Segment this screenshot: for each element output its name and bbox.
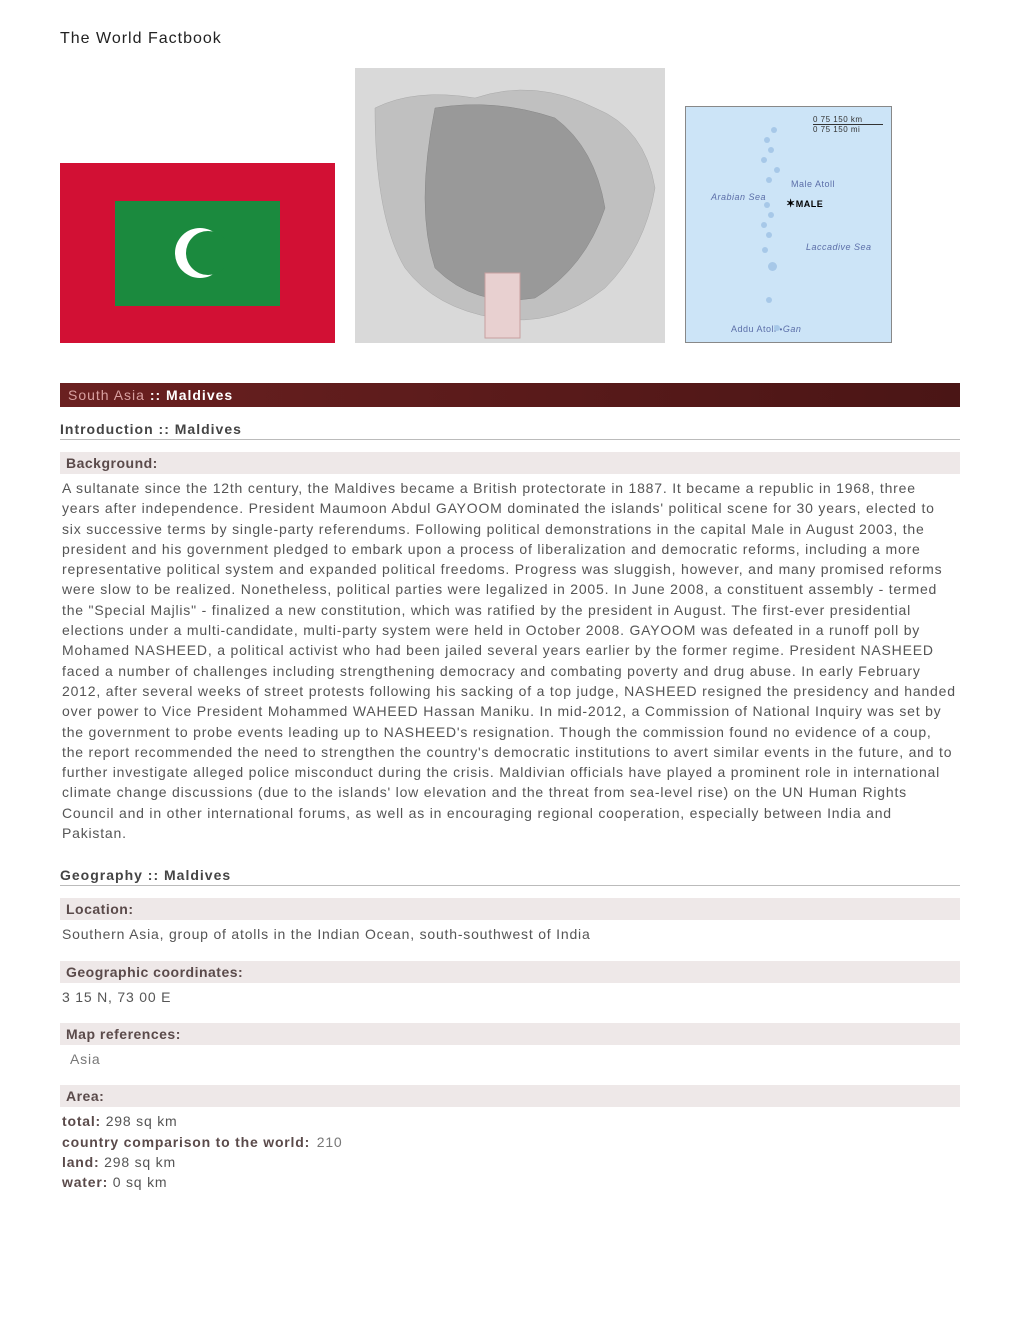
- area-comparison-value[interactable]: 210: [310, 1134, 342, 1150]
- addu-atoll-label: Addu Atoll •Gan: [731, 324, 801, 334]
- coords-label: Geographic coordinates:: [60, 961, 960, 983]
- background-text: A sultanate since the 12th century, the …: [60, 474, 960, 853]
- scale-bar: 0 75 150 km 0 75 150 mi: [813, 115, 883, 134]
- area-body: total: 298 sq km country comparison to t…: [60, 1107, 960, 1202]
- coords-text: 3 15 N, 73 00 E: [60, 983, 960, 1017]
- mapref-label: Map references:: [60, 1023, 960, 1045]
- scale-mi: 0 75 150 mi: [813, 125, 883, 134]
- area-land-value: 298 sq km: [99, 1154, 175, 1170]
- area-land-label: land:: [62, 1154, 99, 1170]
- area-water-label: water:: [62, 1174, 108, 1190]
- area-total-value: 298 sq km: [101, 1113, 177, 1129]
- area-label: Area:: [60, 1085, 960, 1107]
- arabian-sea-label: Arabian Sea: [711, 192, 766, 202]
- banner-separator: ::: [150, 387, 166, 403]
- scale-km: 0 75 150 km: [813, 115, 883, 124]
- capital-label: ✶MALE: [786, 197, 823, 210]
- region-map-svg: [355, 68, 665, 343]
- region-name: South Asia: [68, 387, 145, 403]
- background-label: Background:: [60, 452, 960, 474]
- images-row: 0 75 150 km 0 75 150 mi Arabian Sea Male…: [60, 68, 960, 343]
- crescent-icon: [170, 223, 225, 283]
- area-total-label: total:: [62, 1113, 101, 1129]
- area-water-value: 0 sq km: [108, 1174, 167, 1190]
- laccadive-sea-label: Laccadive Sea: [806, 242, 872, 252]
- introduction-header: Introduction :: Maldives: [60, 421, 960, 440]
- region-banner: South Asia :: Maldives: [60, 383, 960, 407]
- location-label: Location:: [60, 898, 960, 920]
- country-name: Maldives: [166, 387, 233, 403]
- flag-image: [60, 163, 335, 343]
- geography-header: Geography :: Maldives: [60, 867, 960, 886]
- area-comparison-label: country comparison to the world:: [62, 1134, 310, 1150]
- country-detail-map: 0 75 150 km 0 75 150 mi Arabian Sea Male…: [685, 106, 892, 343]
- page-title: The World Factbook: [60, 30, 960, 48]
- male-atoll-label: Male Atoll: [791, 179, 835, 189]
- mapref-text[interactable]: Asia: [60, 1045, 960, 1079]
- flag-inner-panel: [115, 201, 280, 306]
- location-text: Southern Asia, group of atolls in the In…: [60, 920, 960, 954]
- region-locator-map: [355, 68, 665, 343]
